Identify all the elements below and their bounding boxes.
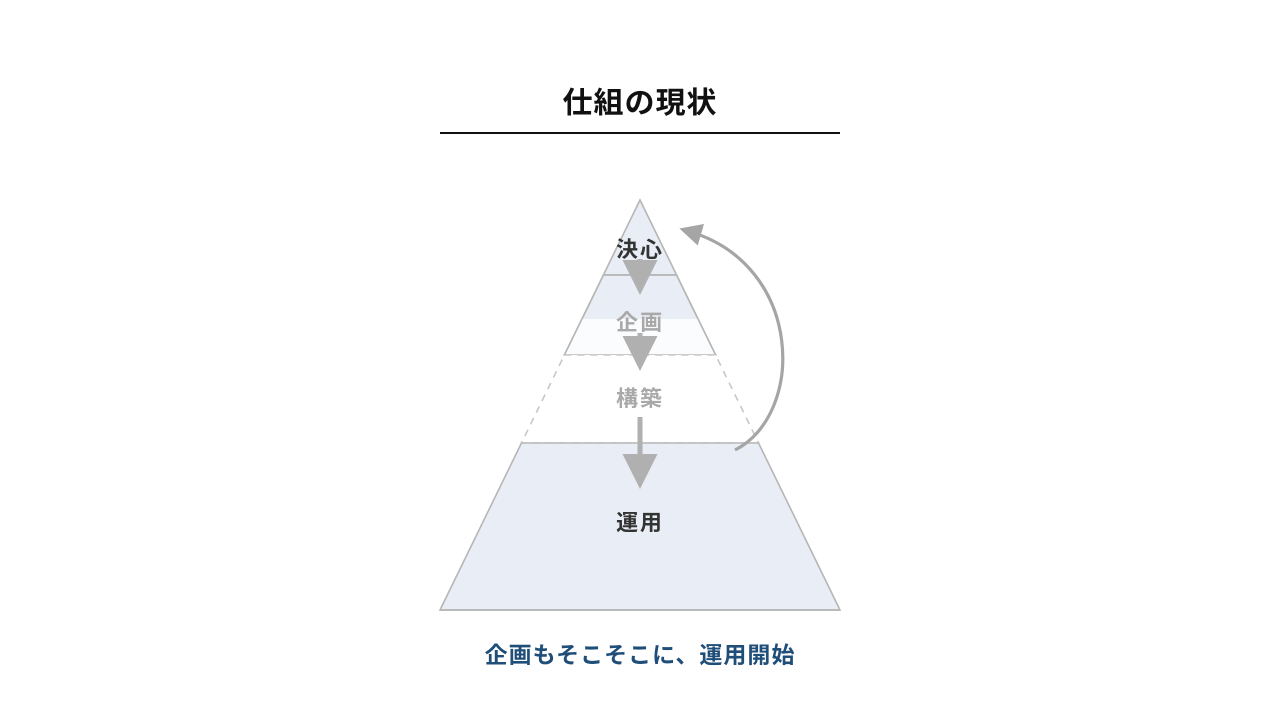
page-title: 仕組の現状 — [440, 78, 840, 122]
title-block: 仕組の現状 — [440, 78, 840, 134]
title-underline — [440, 132, 840, 134]
pyramid-svg — [430, 195, 850, 615]
slide: 仕組の現状 決心 企画 構築 運用 企画もそこそこに、運用開始 — [0, 0, 1280, 720]
pyramid-diagram: 決心 企画 構築 運用 — [430, 195, 850, 615]
caption-text: 企画もそこそこに、運用開始 — [485, 636, 796, 670]
